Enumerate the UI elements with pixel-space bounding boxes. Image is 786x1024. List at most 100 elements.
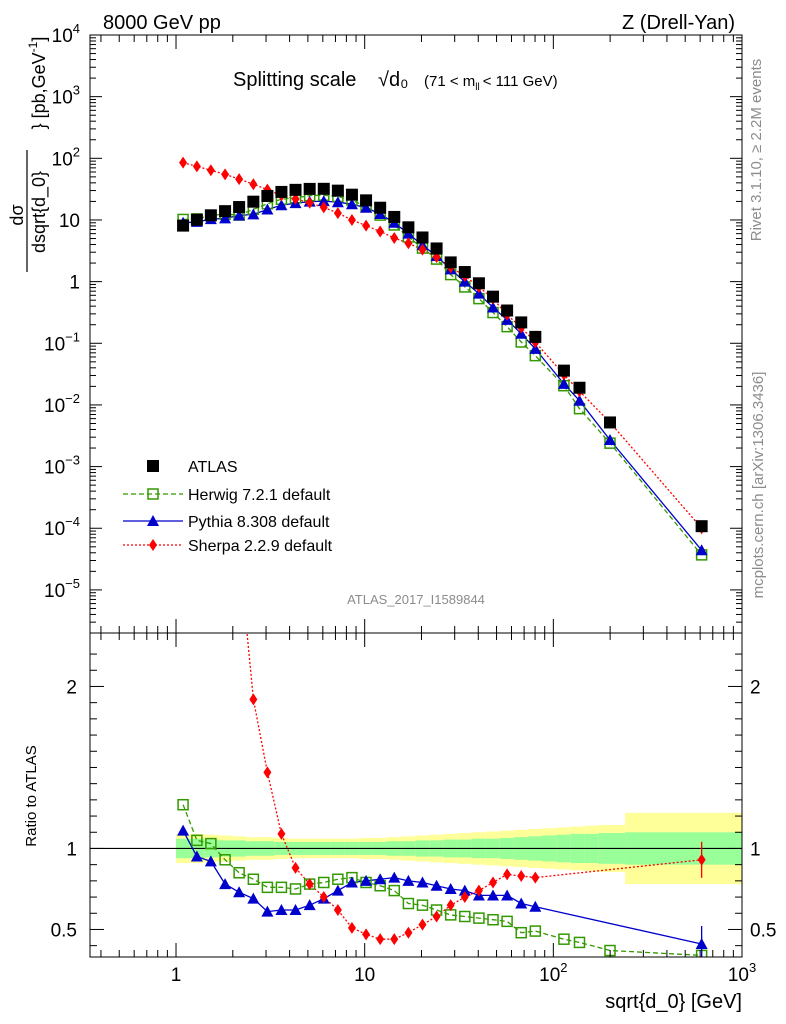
ylabel-units-a: } [pb,GeV — [29, 52, 49, 129]
ratio-ylabel: Ratio to ATLAS — [23, 745, 40, 846]
sherpa-ratio-point — [489, 876, 498, 889]
x-axis-label: sqrt{d_0} [GeV] — [605, 991, 742, 1013]
atlas-point — [289, 183, 302, 196]
x-tick-label: 1 — [171, 965, 182, 986]
sherpa-ratio-point — [333, 904, 342, 917]
pythia-ratio-point — [515, 897, 528, 909]
herwig-ratio-point — [332, 873, 344, 885]
pythia-ratio-point — [219, 878, 232, 890]
x-tick-label: 102 — [539, 960, 567, 986]
sherpa-point — [179, 156, 188, 169]
pythia-ratio-point — [261, 905, 274, 917]
pythia-point — [695, 544, 708, 556]
herwig-ratio-point — [233, 867, 245, 879]
title-range-b: < 111 GeV) — [483, 73, 558, 90]
ratio-frame — [89, 632, 743, 958]
sherpa-ratio-point — [305, 878, 314, 891]
herwig-ratio-point — [247, 873, 260, 885]
pythia-point — [261, 203, 274, 215]
sherpa-point — [418, 243, 427, 256]
pythia-point — [557, 377, 570, 389]
y-tick-label: 103 — [52, 83, 80, 109]
y-tick-label: 10 — [59, 211, 80, 232]
herwig-ratio-point — [558, 933, 570, 945]
y-tick-label: 10−2 — [44, 391, 80, 417]
sherpa-point — [235, 173, 244, 186]
y-tick-label: 10−5 — [44, 576, 80, 602]
legend: ATLAS Herwig 7.2.1 default Pythia 8.308 de… — [123, 459, 333, 555]
y-tick-label: 104 — [52, 21, 80, 47]
atlas-point — [374, 201, 387, 214]
title-range-a: (71 < m — [424, 73, 475, 90]
pythia-point — [275, 199, 288, 211]
herwig-ratio-point — [289, 883, 302, 895]
ylabel-units-sup: -1 — [26, 41, 40, 52]
sherpa-point — [192, 160, 201, 173]
herwig-ratio-point — [573, 936, 586, 949]
pythia-point — [529, 342, 542, 354]
y-tick-label: 102 — [52, 144, 80, 170]
ylabel-units-b: ] — [29, 37, 49, 42]
pythia-point — [247, 208, 260, 220]
pythia-ratio-point — [360, 874, 373, 886]
sherpa-ratio-point — [277, 827, 286, 840]
legend-atlas-marker — [147, 460, 159, 472]
legend-sherpa-marker — [149, 539, 157, 551]
pythia-ratio-point — [416, 876, 429, 888]
herwig-ratio-point — [501, 915, 513, 928]
legend-pythia-label: Pythia 8.308 default — [188, 514, 330, 531]
x-tick-label: 10 — [354, 965, 375, 986]
atlas-point — [430, 242, 443, 255]
atlas-point — [458, 266, 471, 279]
atlas-point — [204, 209, 217, 222]
title-math: √d₀ — [378, 69, 408, 91]
y-tick-label: 10−4 — [44, 514, 80, 540]
pythia-point — [487, 301, 500, 313]
title-range: (71 < mll < 111 GeV) — [424, 73, 558, 93]
main-ylabel: dσ dsqrt{d_0} } [pb,GeV-1] — [7, 37, 50, 272]
herwig-ratio-point — [177, 798, 189, 811]
pythia-ratio-point — [402, 874, 415, 886]
atlas-point — [695, 520, 708, 533]
herwig-ratio-point — [402, 897, 415, 910]
sherpa-point — [249, 178, 258, 191]
legend-herwig-label: Herwig 7.2.1 default — [188, 487, 331, 504]
pythia-point — [219, 212, 232, 224]
ratio-series — [177, 633, 708, 957]
atlas-point — [345, 188, 358, 201]
ylabel-num: dσ — [7, 204, 27, 225]
atlas-point — [501, 304, 514, 317]
atlas-point — [529, 330, 542, 343]
pythia-point — [472, 287, 485, 299]
pythia-ratio-point — [303, 899, 316, 911]
sherpa-ratio-point — [697, 853, 706, 866]
herwig-ratio-point — [275, 881, 288, 894]
pythia-ratio-point — [190, 850, 203, 862]
legend-herwig-marker — [147, 488, 159, 500]
pythia-ratio-point — [247, 892, 260, 904]
y-tick-label: 10−1 — [44, 329, 80, 355]
sherpa-ratio-point — [517, 870, 526, 882]
sherpa-ratio-point — [319, 891, 328, 904]
analysis-id: ATLAS_2017_I1589844 — [347, 592, 485, 607]
herwig-ratio-point — [515, 926, 527, 939]
pythia-ratio-point — [695, 938, 708, 950]
sherpa-point — [319, 201, 328, 214]
pythia-ratio-point — [444, 882, 457, 894]
atlas-point — [444, 256, 457, 269]
sherpa-point — [206, 164, 215, 177]
ratio-axes: 0.5 0.5 1 1 2 2 1 10 102 103 — [51, 633, 776, 986]
herwig-ratio-point — [261, 881, 274, 894]
chart-title: Splitting scale √d₀ (71 < mll < 111 GeV) — [233, 69, 558, 93]
herwig-ratio-point — [416, 899, 429, 911]
atlas-point — [317, 182, 330, 195]
herwig-ratio-point — [487, 913, 499, 926]
atlas-point — [472, 277, 485, 290]
pythia-ratio-point — [275, 904, 288, 916]
sherpa-ratio-point — [362, 928, 371, 941]
atlas-point — [557, 364, 570, 377]
pythia-ratio-point — [374, 873, 387, 885]
sherpa-ratio-point — [474, 884, 483, 897]
title-range-sub: ll — [475, 82, 479, 93]
ratio-y-tick-label: 1 — [66, 839, 77, 860]
